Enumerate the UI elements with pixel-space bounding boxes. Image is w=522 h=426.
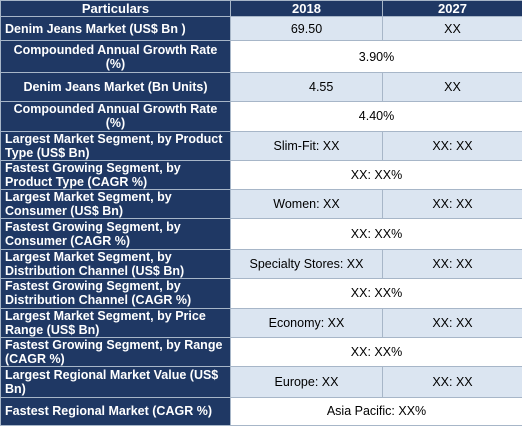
table-row: Denim Jeans Market (Bn Units) 4.55 XX <box>0 72 522 102</box>
row-label: Denim Jeans Market (US$ Bn ) <box>0 15 231 42</box>
value-2018: Specialty Stores: XX <box>230 248 383 279</box>
header-2018: 2018 <box>230 0 383 17</box>
row-label: Fastest Regional Market (CAGR %) <box>0 396 231 426</box>
row-label: Fastest Growing Segment, by Product Type… <box>0 160 231 191</box>
value-merged: XX: XX% <box>230 337 522 368</box>
row-label: Largest Market Segment, by Product Type … <box>0 130 231 162</box>
table-row: Largest Market Segment, by Distribution … <box>0 248 522 279</box>
row-label: Fastest Growing Segment, by Consumer (CA… <box>0 218 231 250</box>
value-2027: XX <box>382 15 522 42</box>
value-merged: XX: XX% <box>230 218 522 250</box>
value-merged: Asia Pacific: XX% <box>230 396 522 426</box>
table-row: Largest Market Segment, by Price Range (… <box>0 308 522 339</box>
header-particulars: Particulars <box>0 0 231 17</box>
table-row: Compounded Annual Growth Rate (%) 3.90% <box>0 40 522 74</box>
table-row: Compounded Annual Growth Rate (%) 4.40% <box>0 100 522 132</box>
table-row: Fastest Growing Segment, by Distribution… <box>0 277 522 310</box>
table-row: Fastest Growing Segment, by Consumer (CA… <box>0 218 522 250</box>
table-row: Largest Market Segment, by Consumer (US$… <box>0 189 522 220</box>
row-label: Fastest Growing Segment, by Distribution… <box>0 277 231 310</box>
row-label: Largest Market Segment, by Consumer (US$… <box>0 189 231 220</box>
value-2027: XX: XX <box>382 308 522 339</box>
row-label: Denim Jeans Market (Bn Units) <box>0 72 231 102</box>
table-row: Fastest Growing Segment, by Range (CAGR … <box>0 337 522 368</box>
value-2018: Women: XX <box>230 189 383 220</box>
value-2018: 69.50 <box>230 15 383 42</box>
table-row: Denim Jeans Market (US$ Bn ) 69.50 XX <box>0 15 522 42</box>
value-2018: Europe: XX <box>230 366 383 398</box>
row-label: Fastest Growing Segment, by Range (CAGR … <box>0 337 231 368</box>
value-2027: XX <box>382 72 522 102</box>
value-2027: XX: XX <box>382 366 522 398</box>
table-row: Fastest Regional Market (CAGR %) Asia Pa… <box>0 396 522 426</box>
table-row: Largest Market Segment, by Product Type … <box>0 130 522 162</box>
row-label: Largest Market Segment, by Price Range (… <box>0 308 231 339</box>
table-row: Largest Regional Market Value (US$ Bn) E… <box>0 366 522 398</box>
row-label: Compounded Annual Growth Rate (%) <box>0 100 231 132</box>
row-label: Largest Regional Market Value (US$ Bn) <box>0 366 231 398</box>
table-row: Fastest Growing Segment, by Product Type… <box>0 160 522 191</box>
value-2027: XX: XX <box>382 189 522 220</box>
value-merged: XX: XX% <box>230 160 522 191</box>
row-label: Largest Market Segment, by Distribution … <box>0 248 231 279</box>
row-label: Compounded Annual Growth Rate (%) <box>0 40 231 74</box>
value-2027: XX: XX <box>382 130 522 162</box>
table-header-row: Particulars 2018 2027 <box>0 0 522 17</box>
value-merged: XX: XX% <box>230 277 522 310</box>
value-merged: 3.90% <box>230 40 522 74</box>
value-merged: 4.40% <box>230 100 522 132</box>
header-2027: 2027 <box>382 0 522 17</box>
value-2018: Slim-Fit: XX <box>230 130 383 162</box>
value-2027: XX: XX <box>382 248 522 279</box>
value-2018: 4.55 <box>230 72 383 102</box>
value-2018: Economy: XX <box>230 308 383 339</box>
